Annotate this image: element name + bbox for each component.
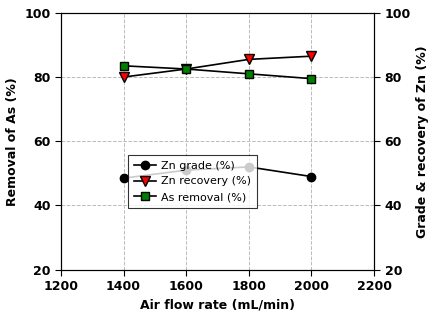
Legend: Zn grade (%), Zn recovery (%), As removal (%): Zn grade (%), Zn recovery (%), As remova… — [128, 155, 256, 208]
X-axis label: Air flow rate (mL/min): Air flow rate (mL/min) — [140, 299, 294, 312]
Y-axis label: Removal of As (%): Removal of As (%) — [6, 77, 19, 206]
Y-axis label: Grade & recovery of Zn (%): Grade & recovery of Zn (%) — [415, 45, 428, 238]
